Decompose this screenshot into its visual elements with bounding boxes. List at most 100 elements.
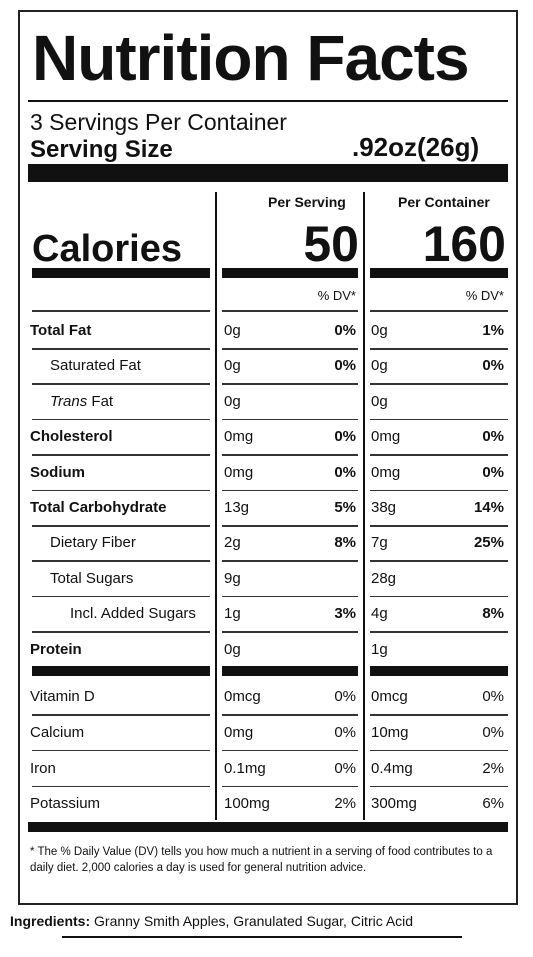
row-divider (370, 595, 508, 598)
row-divider (32, 454, 210, 456)
calories-bar-serving (222, 268, 358, 278)
serving-dv: 0% (334, 428, 356, 446)
nutrient-row: Total Sugars 9g 28g (20, 560, 516, 595)
row-divider (32, 383, 210, 385)
row-divider (222, 525, 358, 527)
row-divider (222, 785, 358, 788)
nutrient-row: Cholesterol 0mg 0% 0mg 0% (20, 418, 516, 453)
nutrient-row: Saturated Fat 0g 0% 0g 0% (20, 347, 516, 382)
nutrient-name: Total Sugars (50, 569, 134, 587)
row-divider (32, 525, 210, 527)
ingredients-text: Granny Smith Apples, Granulated Sugar, C… (94, 913, 414, 929)
row-divider (370, 749, 508, 752)
protein-bar-container (370, 666, 508, 676)
row-divider (222, 595, 358, 598)
row-divider (32, 348, 210, 350)
container-amount: 0.4mg (371, 759, 413, 777)
serving-dv: 2% (334, 795, 356, 813)
row-divider (370, 631, 508, 633)
nutrient-name: Vitamin D (30, 688, 95, 705)
serving-amount: 0g (224, 357, 241, 375)
ingredients-line: Ingredients: Granny Smith Apples, Granul… (10, 913, 413, 929)
serving-amount: 0.1mg (224, 759, 266, 777)
serving-amount: 0g (224, 392, 241, 410)
serving-size-label: Serving Size (30, 136, 173, 163)
serving-amount: 0mg (224, 428, 254, 446)
container-amount: 1g (371, 640, 388, 658)
serving-dv: 0% (334, 322, 356, 339)
container-dv: 0% (482, 357, 504, 375)
calories-per-serving: 50 (303, 216, 359, 272)
nutrient-name: Potassium (30, 795, 101, 813)
calories-bar-label (32, 268, 210, 278)
column-divider-right (363, 192, 365, 820)
container-dv: 0% (482, 723, 504, 741)
row-divider (370, 454, 508, 456)
nutrient-row: Protein 0g 1g (20, 631, 516, 666)
serving-dv: 8% (334, 534, 356, 552)
container-amount: 4g (371, 605, 388, 623)
row-divider (222, 749, 358, 752)
nutrient-row: Dietary Fiber 2g 8% 7g 25% (20, 524, 516, 559)
nutrient-name: Total Carbohydrate (30, 499, 167, 516)
label-title: Nutrition Facts (32, 22, 470, 94)
container-dv: 0% (482, 463, 504, 481)
serving-amount: 0g (224, 322, 241, 339)
row-divider (32, 489, 210, 492)
nutrient-name: Total Fat (30, 322, 92, 339)
nutrient-row: Total Fat 0g 0% 0g 1% (20, 312, 516, 347)
ingredients-label: Ingredients: (10, 913, 91, 929)
row-divider (370, 785, 508, 788)
serving-amount: 9g (224, 569, 241, 587)
serving-amount: 2g (224, 534, 241, 552)
container-dv: 8% (482, 605, 504, 623)
serving-dv: 0% (334, 463, 356, 481)
nutrient-row: Trans Fat 0g 0g (20, 383, 516, 418)
container-dv: 6% (482, 795, 504, 813)
nutrient-name: Cholesterol (30, 428, 113, 446)
container-amount: 0g (371, 392, 388, 410)
servings-per-container: 3 Servings Per Container (30, 109, 287, 135)
serving-size-thick-bar (28, 164, 508, 182)
row-divider (370, 348, 508, 350)
calories-per-container: 160 (422, 216, 506, 272)
nutrient-name: Iron (30, 759, 56, 777)
row-divider (32, 631, 210, 633)
row-divider (370, 560, 508, 562)
daily-value-footnote: * The % Daily Value (DV) tells you how m… (30, 846, 493, 874)
container-amount: 0mg (371, 463, 401, 481)
per-container-header: Per Container (398, 194, 490, 210)
footnote-thick-bar (28, 822, 508, 832)
protein-bar-label (32, 666, 210, 676)
container-dv: 14% (473, 499, 504, 516)
serving-amount: 0mg (224, 723, 254, 741)
row-divider (32, 595, 210, 598)
row-divider (32, 714, 210, 716)
container-dv: 0% (482, 688, 504, 705)
serving-amount: 0g (224, 640, 241, 658)
vitamin-row: Iron 0.1mg 0% 0.4mg 2% (20, 750, 516, 785)
row-divider (32, 785, 210, 788)
nutrient-row: Total Carbohydrate 13g 5% 38g 14% (20, 489, 516, 524)
serving-amount: 0mcg (224, 688, 261, 705)
calories-label: Calories (32, 228, 182, 270)
nutrient-name: Sodium (30, 463, 85, 481)
row-divider (222, 631, 358, 633)
container-dv: 25% (473, 534, 504, 552)
nutrient-row: Sodium 0mg 0% 0mg 0% (20, 454, 516, 489)
vitamin-row: Calcium 0mg 0% 10mg 0% (20, 714, 516, 749)
container-amount: 38g (371, 499, 397, 516)
serving-dv: 0% (334, 723, 356, 741)
row-divider (32, 418, 210, 421)
vitamin-row: Vitamin D 0mcg 0% 0mcg 0% (20, 678, 516, 713)
nutrient-row: Incl. Added Sugars 1g 3% 4g 8% (20, 595, 516, 630)
container-amount: 0g (371, 357, 388, 375)
row-divider (32, 749, 210, 752)
serving-amount: 1g (224, 605, 241, 623)
serving-dv: 0% (334, 357, 356, 375)
row-divider (222, 489, 358, 492)
calories-bar-container (370, 268, 508, 278)
vitamin-row: Potassium 100mg 2% 300mg 6% (20, 785, 516, 820)
nutrient-name: Trans Fat (50, 393, 113, 410)
container-amount: 10mg (371, 723, 409, 741)
